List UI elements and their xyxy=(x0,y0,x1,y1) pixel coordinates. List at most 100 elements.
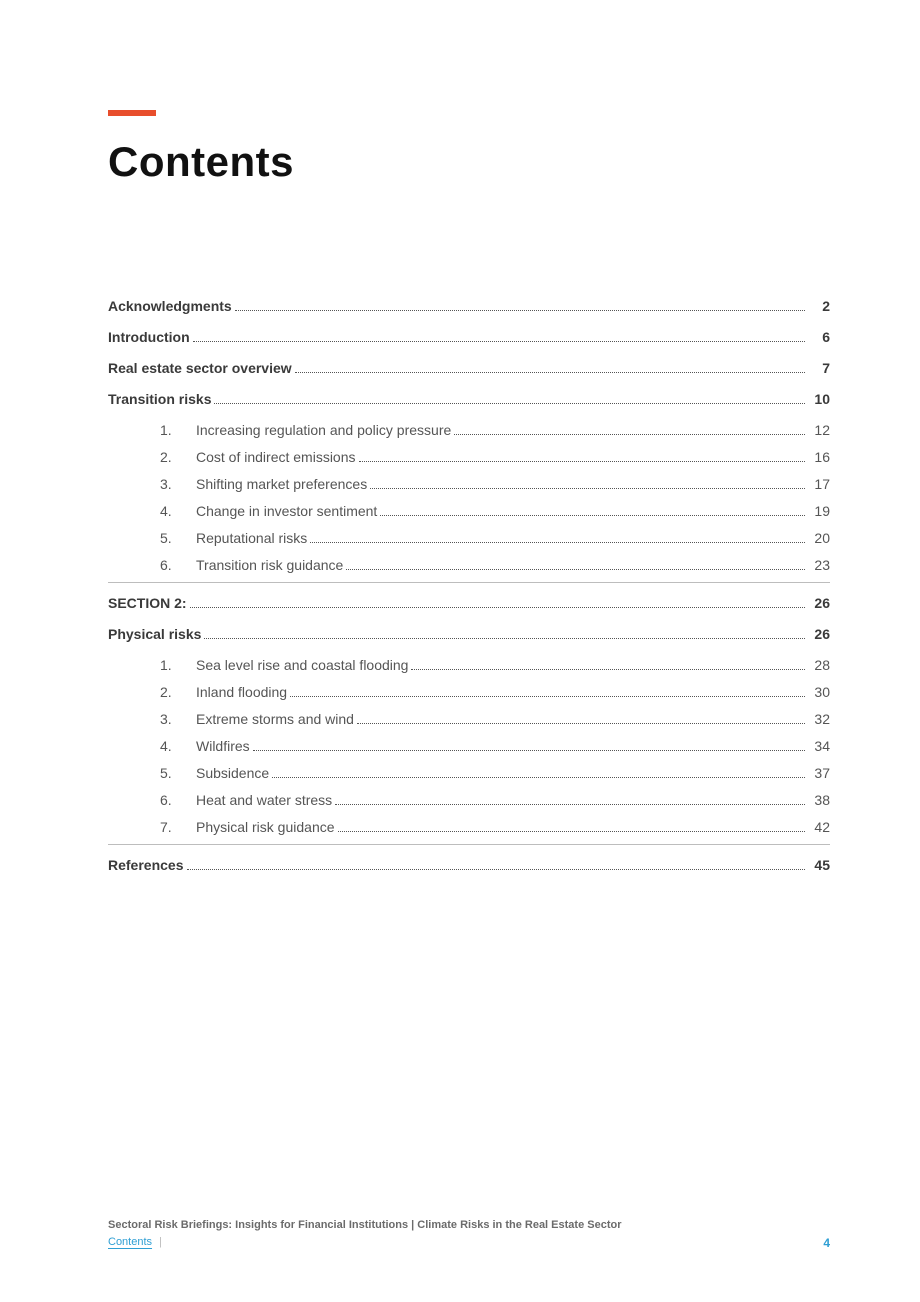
toc-entry-label: 6.Heat and water stress xyxy=(160,790,332,811)
toc-entry-label: 1.Increasing regulation and policy press… xyxy=(160,420,451,441)
toc-entry-label: Real estate sector overview xyxy=(108,358,292,379)
toc-entry[interactable]: Acknowledgments 2 xyxy=(108,296,830,317)
toc-entry-page: 26 xyxy=(808,624,830,645)
toc-entry-number: 6. xyxy=(160,555,196,576)
toc-entry-text: Cost of indirect emissions xyxy=(196,449,356,465)
toc-entry-page: 30 xyxy=(808,682,830,703)
toc-entry-text: Physical risk guidance xyxy=(196,819,335,835)
toc-entry[interactable]: 1.Sea level rise and coastal flooding 28 xyxy=(108,655,830,676)
toc-divider xyxy=(108,582,830,583)
toc-entry-number: 5. xyxy=(160,763,196,784)
toc-entry[interactable]: 3.Shifting market preferences 17 xyxy=(108,474,830,495)
toc-entry-label: References xyxy=(108,855,184,876)
toc-entry-text: Shifting market preferences xyxy=(196,476,367,492)
footer-breadcrumb-line: Contents | xyxy=(108,1234,621,1251)
toc-entry-page: 32 xyxy=(808,709,830,730)
toc-entry-number: 7. xyxy=(160,817,196,838)
toc-entry[interactable]: 6.Transition risk guidance 23 xyxy=(108,555,830,576)
toc-entry-page: 16 xyxy=(808,447,830,468)
toc-entry-label: 4.Change in investor sentiment xyxy=(160,501,377,522)
toc-entry[interactable]: 1.Increasing regulation and policy press… xyxy=(108,420,830,441)
toc-entry[interactable]: 6.Heat and water stress 38 xyxy=(108,790,830,811)
toc-entry-label: 3.Extreme storms and wind xyxy=(160,709,354,730)
toc-entry[interactable]: Introduction6 xyxy=(108,327,830,348)
toc-entry-label: SECTION 2: xyxy=(108,593,187,614)
footer-left: Sectoral Risk Briefings: Insights for Fi… xyxy=(108,1217,621,1250)
toc-leader-dots xyxy=(204,638,805,639)
toc-leader-dots xyxy=(380,515,805,516)
toc-entry[interactable]: 4.Change in investor sentiment19 xyxy=(108,501,830,522)
footer-page-number: 4 xyxy=(823,1236,830,1250)
toc-entry-page: 26 xyxy=(808,593,830,614)
toc-leader-dots xyxy=(190,607,805,608)
toc-entry[interactable]: 5.Subsidence37 xyxy=(108,763,830,784)
toc-entry-label: 3.Shifting market preferences xyxy=(160,474,367,495)
toc-entry[interactable]: Transition risks10 xyxy=(108,389,830,410)
toc-entry-label: Acknowledgments xyxy=(108,296,232,317)
toc-entry-label: 6.Transition risk guidance xyxy=(160,555,343,576)
toc-entry-number: 2. xyxy=(160,447,196,468)
toc-entry[interactable]: 7.Physical risk guidance 42 xyxy=(108,817,830,838)
toc-entry[interactable]: Physical risks 26 xyxy=(108,624,830,645)
toc-leader-dots xyxy=(357,723,805,724)
toc-leader-dots xyxy=(310,542,805,543)
toc-entry-text: Wildfires xyxy=(196,738,250,754)
toc-leader-dots xyxy=(370,488,805,489)
toc-leader-dots xyxy=(359,461,805,462)
toc-entry-label: 1.Sea level rise and coastal flooding xyxy=(160,655,408,676)
toc-leader-dots xyxy=(290,696,805,697)
toc-entry-text: Heat and water stress xyxy=(196,792,332,808)
toc-entry-label: 7.Physical risk guidance xyxy=(160,817,335,838)
toc-entry-number: 3. xyxy=(160,709,196,730)
toc-entry[interactable]: 2.Cost of indirect emissions 16 xyxy=(108,447,830,468)
page-title: Contents xyxy=(108,138,830,186)
footer-separator: | xyxy=(152,1236,162,1248)
toc-entry-text: Transition risk guidance xyxy=(196,557,343,573)
toc-entry-page: 34 xyxy=(808,736,830,757)
toc-entry-page: 42 xyxy=(808,817,830,838)
toc-entry-text: Change in investor sentiment xyxy=(196,503,377,519)
toc-entry-page: 28 xyxy=(808,655,830,676)
toc-entry[interactable]: 3.Extreme storms and wind 32 xyxy=(108,709,830,730)
toc-entry-label: 5.Subsidence xyxy=(160,763,269,784)
toc-leader-dots xyxy=(295,372,805,373)
toc-entry-number: 4. xyxy=(160,501,196,522)
toc-entry-label: Physical risks xyxy=(108,624,201,645)
toc-entry[interactable]: References 45 xyxy=(108,855,830,876)
toc-entry[interactable]: SECTION 2: 26 xyxy=(108,593,830,614)
toc-entry-text: Sea level rise and coastal flooding xyxy=(196,657,408,673)
toc-leader-dots xyxy=(214,403,805,404)
toc-entry[interactable]: 5.Reputational risks20 xyxy=(108,528,830,549)
toc-entry-page: 2 xyxy=(808,296,830,317)
toc-leader-dots xyxy=(346,569,805,570)
toc-leader-dots xyxy=(335,804,805,805)
toc-entry-page: 12 xyxy=(808,420,830,441)
toc-entry-label: 4.Wildfires xyxy=(160,736,250,757)
toc-entry-number: 4. xyxy=(160,736,196,757)
toc-leader-dots xyxy=(235,310,805,311)
toc-leader-dots xyxy=(187,869,806,870)
table-of-contents: Acknowledgments 2 Introduction6 Real estate… xyxy=(108,296,830,876)
toc-entry-page: 7 xyxy=(808,358,830,379)
footer-breadcrumb[interactable]: Contents xyxy=(108,1236,152,1248)
toc-entry-number: 5. xyxy=(160,528,196,549)
toc-entry-text: Increasing regulation and policy pressur… xyxy=(196,422,451,438)
toc-entry-label: Introduction xyxy=(108,327,190,348)
toc-entry-page: 17 xyxy=(808,474,830,495)
toc-entry-page: 45 xyxy=(808,855,830,876)
toc-entry-label: 5.Reputational risks xyxy=(160,528,307,549)
toc-entry-label: Transition risks xyxy=(108,389,211,410)
toc-entry-number: 6. xyxy=(160,790,196,811)
toc-divider xyxy=(108,844,830,845)
toc-entry-page: 23 xyxy=(808,555,830,576)
toc-entry[interactable]: 2.Inland flooding30 xyxy=(108,682,830,703)
toc-leader-dots xyxy=(253,750,805,751)
toc-entry-number: 3. xyxy=(160,474,196,495)
toc-entry-page: 38 xyxy=(808,790,830,811)
toc-leader-dots xyxy=(272,777,805,778)
toc-entry[interactable]: 4.Wildfires 34 xyxy=(108,736,830,757)
toc-entry-number: 1. xyxy=(160,420,196,441)
toc-entry-text: Inland flooding xyxy=(196,684,287,700)
toc-entry[interactable]: Real estate sector overview 7 xyxy=(108,358,830,379)
accent-bar xyxy=(108,110,156,116)
